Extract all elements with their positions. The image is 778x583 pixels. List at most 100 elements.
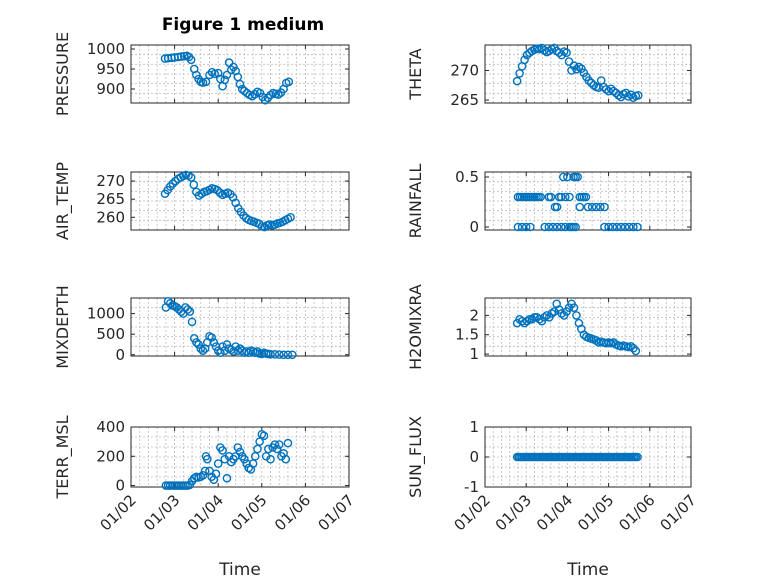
data-point: [591, 202, 601, 212]
data-point: [573, 172, 583, 182]
data-point: [629, 222, 638, 232]
data-point: [266, 454, 275, 464]
data-point: [600, 202, 609, 212]
x-tick-label: 01/02: [97, 491, 140, 534]
y-axis-label: PRESSURE: [53, 32, 72, 116]
data-point: [286, 213, 295, 222]
data-point: [259, 431, 269, 441]
data-point: [571, 222, 580, 232]
data-point: [284, 77, 294, 87]
data-point: [517, 222, 527, 232]
data-point: [257, 430, 267, 439]
axes-frame: [130, 44, 350, 104]
y-tick-label: 0: [115, 346, 125, 364]
x-tick-label: 01/07: [315, 491, 358, 534]
data-point: [629, 343, 638, 353]
data-point: [575, 202, 585, 212]
data-point: [620, 222, 630, 232]
axes-frame: [130, 171, 350, 231]
subplot-pressure: 900 950 1000 PRESSURE: [53, 32, 350, 116]
data-point: [207, 333, 216, 342]
data-point: [565, 192, 574, 202]
data-point: [200, 466, 210, 476]
data-point: [572, 311, 581, 320]
subplot-mixdepth: 0 500 1000 MIXDEPTH: [53, 285, 350, 369]
data-point: [542, 311, 552, 320]
data-point: [583, 202, 593, 212]
data-point: [248, 459, 258, 468]
data-point: [562, 48, 571, 57]
data-point: [606, 84, 616, 94]
data-point: [186, 55, 196, 65]
x-axis-label: Time: [566, 560, 609, 580]
y-tick-label: 0: [469, 218, 479, 236]
data-point: [198, 346, 208, 355]
data-point: [572, 64, 581, 74]
data-point: [604, 222, 613, 232]
y-tick-label: 270: [96, 172, 125, 190]
data-point: [266, 350, 275, 359]
data-point: [561, 192, 570, 202]
x-axis-label: Time: [218, 560, 261, 580]
data-point: [264, 444, 273, 454]
data-point: [556, 192, 566, 202]
y-tick-label: 200: [96, 447, 125, 465]
data-point: [187, 317, 197, 327]
data-point: [522, 50, 532, 60]
data-point: [189, 334, 199, 343]
data-point: [222, 340, 232, 349]
data-point: [272, 444, 282, 454]
data-point: [168, 179, 178, 188]
data-point: [218, 446, 227, 455]
data-point: [624, 222, 634, 232]
data-point: [586, 78, 596, 88]
y-axis-label: SUN_FLUX: [406, 416, 426, 498]
data-point: [558, 172, 568, 182]
y-tick-label: 1000: [87, 305, 125, 323]
y-tick-label: 270: [450, 61, 479, 79]
data-point: [210, 69, 220, 79]
data-point: [569, 303, 579, 312]
subplot-rainfall: 0 0.5 RAINFALL: [406, 164, 692, 239]
data-point: [584, 76, 594, 85]
data-point: [196, 472, 206, 482]
data-point: [189, 180, 199, 189]
y-axis-label: TERR_MSL: [53, 415, 73, 499]
data-point: [548, 222, 558, 232]
y-axis-label: THETA: [406, 48, 425, 100]
axes-frame: [484, 297, 692, 357]
data-point: [520, 55, 529, 65]
y-tick-label: 265: [96, 190, 125, 208]
data-point: [213, 185, 222, 195]
x-tick-label: 01/06: [615, 491, 658, 534]
data-point: [608, 222, 618, 232]
axes-frame: [130, 426, 350, 488]
subplot-h2omixra: 11.5 2 H2OMIXRA: [406, 284, 692, 370]
data-point: [557, 309, 566, 318]
subplot-theta: 265 270 THETA: [406, 43, 692, 109]
data-point: [564, 57, 574, 66]
y-tick-label: 0: [115, 477, 125, 495]
data-point: [552, 202, 562, 212]
data-point: [540, 313, 549, 322]
x-tick-label: 01/03: [140, 491, 183, 534]
y-axis-label: RAINFALL: [406, 164, 425, 239]
y-tick-label: 2: [469, 306, 479, 324]
data-point: [526, 222, 535, 232]
data-point: [563, 172, 572, 182]
data-point: [270, 350, 280, 359]
data-point: [244, 463, 254, 473]
data-point: [288, 350, 297, 360]
data-point: [186, 173, 196, 182]
data-point: [279, 350, 288, 360]
y-tick-label: 400: [96, 418, 125, 436]
data-point: [240, 454, 249, 464]
data-point: [250, 451, 260, 461]
data-point: [513, 222, 523, 232]
data-point: [222, 473, 232, 483]
data-point: [522, 316, 532, 326]
data-point: [274, 440, 284, 449]
data-point: [274, 350, 284, 359]
